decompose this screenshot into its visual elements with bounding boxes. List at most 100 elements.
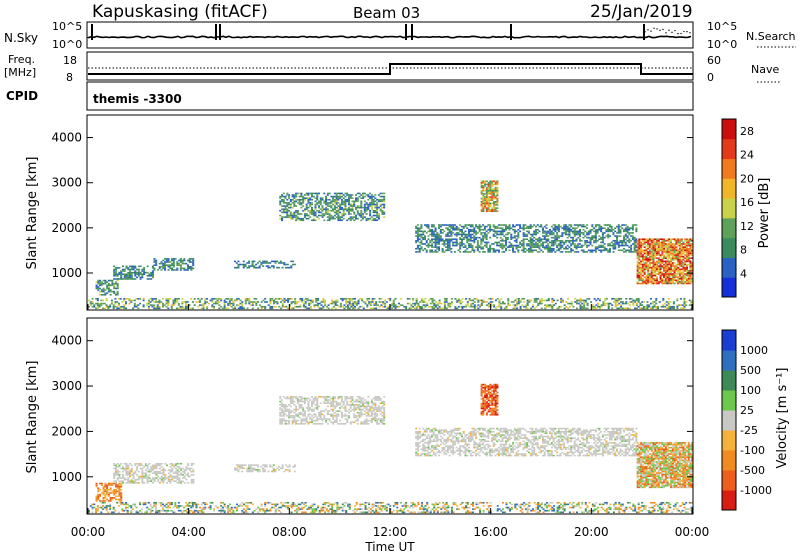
velocity-cell <box>313 511 316 514</box>
power-cell <box>563 307 566 310</box>
power-cell <box>110 299 113 302</box>
power-cell <box>605 302 608 305</box>
velocity-cell <box>200 503 203 506</box>
power-cell <box>492 204 495 206</box>
power-cell <box>258 260 261 263</box>
power-cell <box>464 246 467 248</box>
power-cell <box>641 270 644 272</box>
power-cell <box>586 307 589 310</box>
power-cell <box>206 301 209 303</box>
power-cell <box>167 304 170 306</box>
power-x-ticks <box>87 304 693 310</box>
power-cell <box>436 307 439 310</box>
power-cell <box>476 227 479 229</box>
power-cell <box>278 262 281 264</box>
power-cell <box>636 254 639 256</box>
power-cell <box>593 241 596 244</box>
power-cell <box>332 305 335 308</box>
power-cell <box>340 192 343 195</box>
power-cell <box>687 270 690 272</box>
velocity-cell <box>109 505 112 507</box>
power-cell <box>383 299 386 302</box>
power-cell <box>494 197 497 200</box>
velocity-cell <box>322 508 325 510</box>
power-cell <box>657 268 660 271</box>
power-cell <box>689 260 692 263</box>
power-cell <box>517 233 520 236</box>
power-cell <box>567 302 570 305</box>
power-cell <box>179 267 182 270</box>
power-cell <box>383 192 386 195</box>
velocity-cell <box>262 508 265 510</box>
power-cell <box>675 279 678 282</box>
power-cell <box>181 267 184 270</box>
power-cell <box>689 257 692 259</box>
power-cell <box>369 214 372 217</box>
power-cell <box>563 224 566 226</box>
power-cell <box>468 235 471 237</box>
power-cell <box>643 251 646 253</box>
power-cell <box>230 298 233 300</box>
power-cell <box>492 193 495 195</box>
power-cell <box>356 200 359 203</box>
power-cell <box>378 298 381 300</box>
power-cell <box>172 301 175 303</box>
power-cell <box>130 301 133 303</box>
velocity-cell <box>378 501 381 504</box>
power-cell <box>372 203 375 206</box>
power-cell <box>554 235 557 237</box>
power-cell <box>333 192 336 195</box>
velocity-cell <box>329 508 332 510</box>
power-cell <box>156 304 159 306</box>
velocity-cell <box>292 505 295 507</box>
power-cell <box>118 271 121 274</box>
power-cell <box>670 266 673 269</box>
power-cell <box>239 302 242 305</box>
power-cell <box>657 246 660 248</box>
power-cell <box>379 192 382 195</box>
power-cell <box>664 279 667 282</box>
power-cell <box>533 240 536 242</box>
power-cell <box>564 230 567 233</box>
power-cell <box>470 302 473 305</box>
power-cell <box>650 281 653 283</box>
power-cell <box>661 281 664 283</box>
power-cell <box>325 210 328 212</box>
power-cell <box>529 238 532 241</box>
power-cell <box>512 244 515 247</box>
power-cell <box>681 304 684 306</box>
power-cell <box>349 194 352 196</box>
power-cell <box>332 195 335 198</box>
power-cell <box>302 210 305 212</box>
power-cell <box>107 282 110 285</box>
power-cell <box>171 269 174 271</box>
power-cell <box>689 265 692 267</box>
freq-left-top: 18 <box>63 54 77 67</box>
power-cell <box>631 236 634 239</box>
power-cell <box>680 243 683 245</box>
power-cell <box>446 244 449 247</box>
power-cell <box>436 241 439 244</box>
power-cell <box>648 263 651 266</box>
power-cell <box>508 244 511 247</box>
power-cell <box>482 189 485 192</box>
power-cell <box>586 251 589 253</box>
velocity-cell <box>271 506 274 509</box>
power-cell <box>528 301 531 303</box>
power-cell <box>165 298 168 300</box>
power-cell <box>687 252 690 255</box>
power-cell <box>610 244 613 247</box>
power-cell <box>478 227 481 229</box>
power-cell <box>435 305 438 308</box>
power-cell <box>487 183 490 186</box>
velocity-cell <box>396 511 399 514</box>
power-cell <box>661 240 664 242</box>
power-cell <box>652 240 655 242</box>
velocity-cell <box>281 505 284 507</box>
power-cell <box>120 271 123 274</box>
power-cell <box>656 277 659 280</box>
power-cell <box>485 199 488 201</box>
power-cell <box>554 241 557 244</box>
velocity-cell <box>142 501 145 504</box>
power-cell <box>513 244 516 247</box>
